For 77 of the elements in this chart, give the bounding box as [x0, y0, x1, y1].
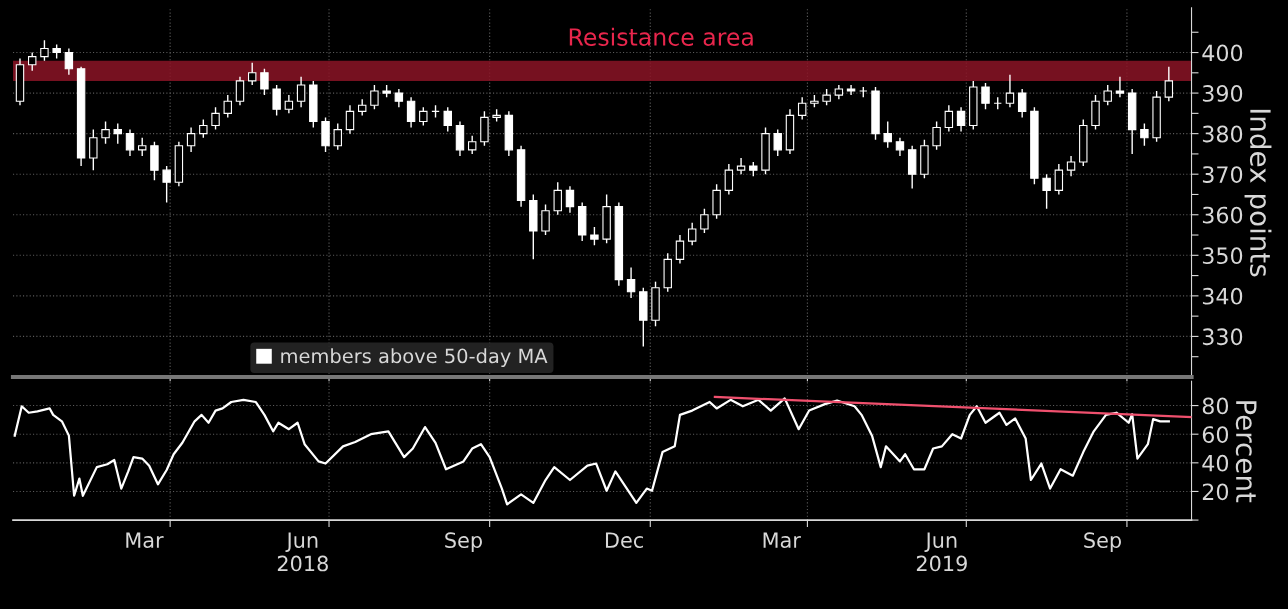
candlestick — [101, 120, 110, 145]
candlestick — [1042, 173, 1051, 210]
y-tick-label: 360 — [1202, 206, 1243, 224]
y-tick-label: 380 — [1202, 125, 1243, 143]
candlestick — [40, 39, 49, 62]
candlestick — [284, 94, 294, 115]
band-label: Resistance area — [569, 27, 753, 46]
candlestick — [932, 120, 941, 151]
candlestick — [687, 222, 697, 246]
candlestick — [724, 163, 734, 196]
x-tick-label: Jun 2018 — [277, 532, 328, 572]
candlestick — [956, 106, 966, 133]
candlestick — [1115, 76, 1125, 98]
candlestick — [162, 165, 171, 204]
candlestick — [272, 84, 281, 117]
candlestick — [590, 226, 599, 246]
candlestick — [406, 96, 416, 129]
candlestick — [895, 136, 905, 157]
candlestick — [944, 104, 954, 133]
candlestick — [1164, 66, 1174, 102]
candlestick — [89, 128, 98, 171]
candlestick — [186, 126, 196, 153]
candlestick — [1017, 88, 1027, 119]
y-tick-label: 400 — [1202, 44, 1243, 62]
y-axis-title: Percent — [1235, 401, 1257, 503]
candlestick — [64, 47, 74, 76]
candlestick — [260, 68, 269, 96]
x-tick-label: Mar — [126, 532, 164, 549]
candlestick — [1054, 163, 1064, 196]
x-tick-label: Jun 2019 — [916, 532, 967, 572]
y-axis-title: Index points — [1244, 109, 1272, 277]
x-tick-label: Sep — [1084, 532, 1121, 553]
y-tick-label: 370 — [1202, 166, 1243, 183]
x-tick-label: Mar — [763, 532, 801, 549]
candlestick — [443, 106, 452, 133]
candlestick — [419, 106, 428, 127]
legend-label: members above 50-day MA — [281, 348, 548, 368]
candlestick — [223, 94, 232, 119]
candlestick — [1066, 155, 1076, 177]
candlestick — [883, 120, 892, 149]
y-tick-label: 350 — [1202, 247, 1243, 265]
candlestick — [394, 88, 404, 108]
y-tick-label: 40 — [1202, 454, 1229, 472]
candlestick — [137, 136, 147, 157]
candlestick — [235, 76, 245, 106]
candlestick — [565, 185, 575, 214]
candlestick — [553, 181, 562, 216]
x-tick-label: Dec — [605, 532, 643, 549]
candlestick — [199, 118, 208, 139]
candlestick — [626, 266, 636, 299]
candlestick — [981, 82, 990, 111]
candlestick — [1140, 122, 1149, 147]
candlestick — [773, 128, 782, 157]
candlestick — [1005, 74, 1015, 108]
y-tick-label: 340 — [1202, 287, 1243, 305]
candlestick — [541, 203, 550, 236]
y-tick-label: 390 — [1202, 85, 1243, 102]
y-tick-label: 80 — [1202, 397, 1229, 415]
candlestick — [113, 122, 122, 145]
candlestick — [345, 104, 355, 135]
candlestick — [296, 76, 306, 108]
candlestick — [125, 128, 135, 157]
candlestick — [1103, 84, 1112, 106]
line-series — [13, 397, 1170, 506]
candlestick — [700, 207, 709, 234]
candlestick — [247, 61, 257, 86]
y-tick-label: 20 — [1202, 483, 1229, 501]
x-tick-label: Sep — [445, 532, 482, 553]
candlestick — [211, 106, 220, 131]
candlestick — [797, 96, 807, 121]
candlestick — [675, 234, 685, 265]
y-tick-label: 330 — [1202, 328, 1243, 346]
candlestick — [27, 51, 37, 72]
candlestick — [370, 84, 379, 111]
candlestick — [467, 134, 477, 155]
candlestick — [333, 122, 342, 151]
y-tick-label: 60 — [1202, 426, 1229, 443]
